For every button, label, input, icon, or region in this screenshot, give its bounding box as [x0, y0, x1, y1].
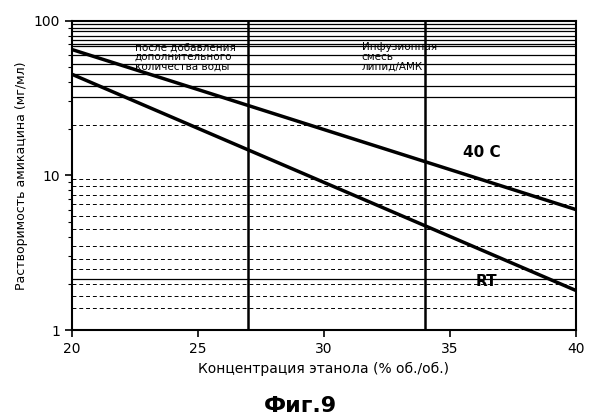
- Y-axis label: Растворимость амикацина (мг/мл): Растворимость амикацина (мг/мл): [15, 61, 28, 289]
- Text: дополнительного: дополнительного: [135, 52, 232, 62]
- Text: смесь: смесь: [362, 52, 394, 62]
- Text: 40 C: 40 C: [463, 145, 500, 160]
- Text: Инфузионная: Инфузионная: [362, 42, 437, 52]
- X-axis label: Концентрация этанола (% об./об.): Концентрация этанола (% об./об.): [199, 362, 449, 375]
- Text: после добавления: после добавления: [135, 42, 236, 52]
- Text: количества воды: количества воды: [135, 62, 229, 72]
- Text: Фиг.9: Фиг.9: [263, 396, 337, 416]
- Text: RT: RT: [475, 274, 497, 289]
- Text: липид/АМК: липид/АМК: [362, 62, 423, 72]
